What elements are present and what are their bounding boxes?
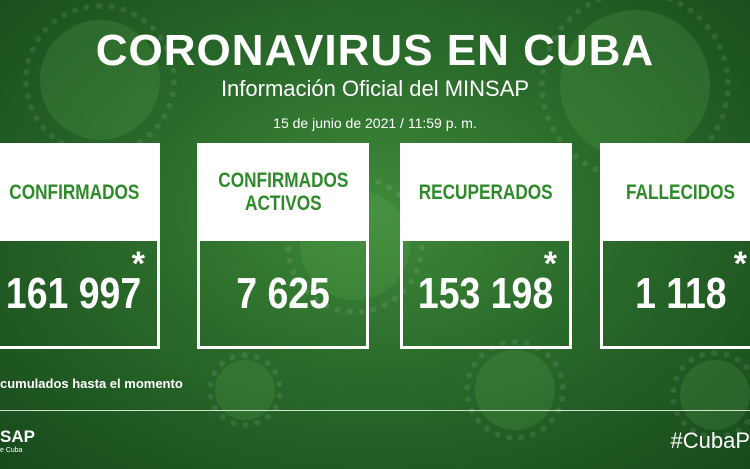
- card-header: CONFIRMADOS ACTIVOS: [197, 143, 369, 241]
- card-confirmados-activos: CONFIRMADOS ACTIVOS 7 625: [197, 143, 369, 349]
- asterisk-mark: *: [131, 245, 145, 283]
- virus-decoration-icon: [206, 351, 284, 429]
- card-label: RECUPERADOS: [419, 180, 553, 204]
- card-header: CONFIRMADOS: [0, 143, 160, 241]
- virus-decoration-icon: [463, 338, 567, 442]
- card-body: 7 625: [197, 241, 369, 349]
- footnote: cumulados hasta el momento: [0, 376, 183, 391]
- report-date: 15 de junio de 2021 / 11:59 p. m.: [273, 115, 477, 131]
- asterisk-mark: *: [733, 245, 747, 283]
- footer-divider: [0, 410, 750, 411]
- minsap-logo: SAP e Cuba: [0, 428, 35, 455]
- card-fallecidos: FALLECIDOS * 1 118: [600, 143, 750, 349]
- virus-decoration-icon: [539, 0, 731, 181]
- card-value: 161 997: [6, 268, 142, 318]
- hashtag: #CubaP: [670, 428, 750, 453]
- card-body: * 161 997: [0, 241, 160, 349]
- logo-subtext: e Cuba: [0, 447, 23, 454]
- logo-text: SAP: [0, 427, 35, 446]
- card-header: RECUPERADOS: [400, 143, 572, 241]
- card-label: FALLECIDOS: [626, 180, 736, 204]
- card-body: * 1 118: [600, 241, 750, 349]
- virus-decoration-icon: [23, 3, 177, 157]
- virus-decoration-icon: [670, 350, 750, 440]
- card-confirmados: CONFIRMADOS * 161 997: [0, 143, 160, 349]
- card-header: FALLECIDOS: [600, 143, 750, 241]
- card-label: CONFIRMADOS: [8, 180, 140, 204]
- card-value: 153 198: [418, 268, 554, 318]
- card-value: 1 118: [635, 268, 727, 318]
- page-subtitle: Información Oficial del MINSAP: [220, 76, 530, 101]
- card-recuperados: RECUPERADOS * 153 198: [400, 143, 572, 349]
- card-value: 7 625: [236, 268, 330, 318]
- asterisk-mark: *: [543, 245, 557, 283]
- card-body: * 153 198: [400, 241, 572, 349]
- card-label: CONFIRMADOS ACTIVOS: [217, 169, 349, 215]
- page-title: CORONAVIRUS EN CUBA: [95, 26, 655, 75]
